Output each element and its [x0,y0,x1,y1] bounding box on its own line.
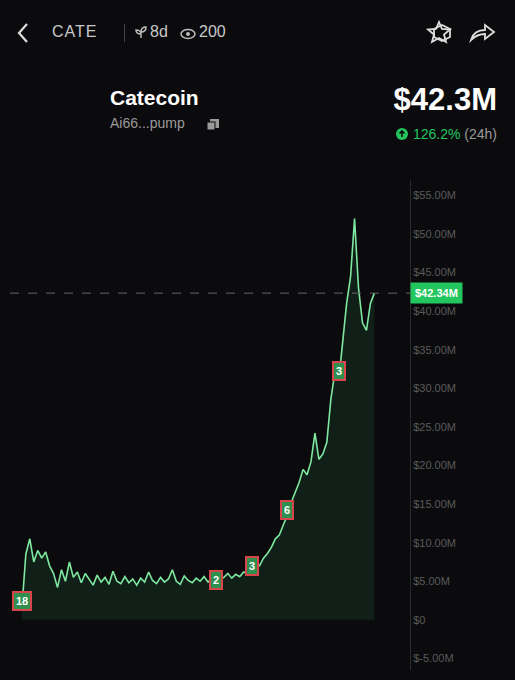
svg-text:6: 6 [284,504,290,516]
svg-text:3: 3 [336,365,342,377]
svg-text:$30.00M: $30.00M [413,382,456,394]
html-text:CATE: CATE [52,23,98,40]
svg-text:$35.00M: $35.00M [413,344,456,356]
svg-text:3: 3 [249,560,255,572]
svg-text:$20.00M: $20.00M [413,459,456,471]
svg-text:$40.00M: $40.00M [413,305,456,317]
svg-text:$5.00M: $5.00M [413,575,450,587]
svg-text:$25.00M: $25.00M [413,421,456,433]
svg-text:$50.00M: $50.00M [413,228,456,240]
svg-text:$42.34M: $42.34M [415,287,458,299]
html-text:126.2% (24h): 126.2% (24h) [412,126,497,142]
html-text:Ai66...pump: Ai66...pump [110,115,185,131]
html-text:$42.3M: $42.3M [393,82,497,117]
svg-text:$0: $0 [413,614,425,626]
svg-text:18: 18 [16,595,28,607]
svg-text:2: 2 [213,574,219,586]
html-text:Catecoin: Catecoin [110,86,199,109]
svg-text:$15.00M: $15.00M [413,498,456,510]
svg-text:$55.00M: $55.00M [413,189,456,201]
svg-text:$10.00M: $10.00M [413,537,456,549]
html-text:8d: 8d [150,23,168,40]
svg-text:$45.00M: $45.00M [413,266,456,278]
svg-text:$-5.00M: $-5.00M [413,652,453,664]
html-text:200: 200 [199,23,226,40]
